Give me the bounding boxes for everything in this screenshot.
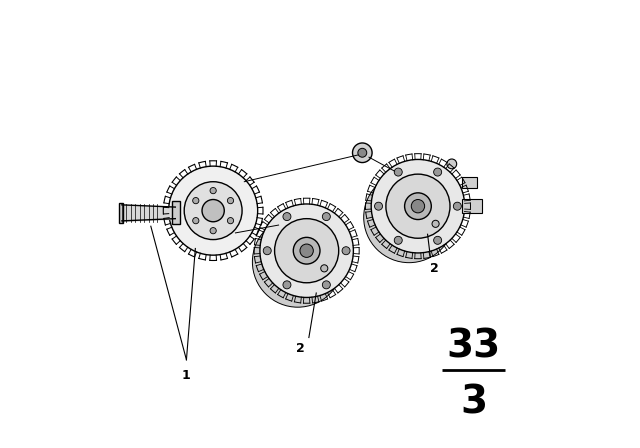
Circle shape <box>252 216 343 307</box>
Circle shape <box>202 199 224 222</box>
Circle shape <box>193 198 199 204</box>
Circle shape <box>275 219 339 283</box>
Bar <box>461 199 482 213</box>
Circle shape <box>386 174 450 238</box>
Circle shape <box>447 159 457 169</box>
Circle shape <box>260 204 353 297</box>
Circle shape <box>227 198 234 204</box>
Text: 1: 1 <box>182 369 191 382</box>
Text: 2: 2 <box>296 342 305 355</box>
Circle shape <box>323 281 330 289</box>
Circle shape <box>394 168 403 176</box>
Circle shape <box>283 213 291 220</box>
Circle shape <box>353 143 372 163</box>
Circle shape <box>283 281 291 289</box>
Bar <box>172 201 180 224</box>
Circle shape <box>394 236 403 244</box>
Bar <box>119 203 124 223</box>
Circle shape <box>453 202 461 210</box>
Circle shape <box>210 228 216 234</box>
Text: 2: 2 <box>431 262 439 275</box>
Circle shape <box>434 236 442 244</box>
Circle shape <box>432 220 439 228</box>
Circle shape <box>358 148 367 157</box>
Circle shape <box>404 193 431 220</box>
Circle shape <box>342 247 350 255</box>
Circle shape <box>293 237 320 264</box>
Circle shape <box>300 244 314 258</box>
Circle shape <box>263 247 271 255</box>
Circle shape <box>434 168 442 176</box>
Circle shape <box>364 172 454 263</box>
Circle shape <box>227 218 234 224</box>
Circle shape <box>371 159 465 253</box>
Circle shape <box>323 213 330 220</box>
Circle shape <box>193 218 199 224</box>
Text: 33: 33 <box>447 327 500 366</box>
Circle shape <box>412 199 424 213</box>
Circle shape <box>321 265 328 272</box>
Circle shape <box>168 166 258 255</box>
Circle shape <box>210 188 216 194</box>
Circle shape <box>184 182 242 240</box>
Text: 3: 3 <box>460 383 487 421</box>
Bar <box>461 177 477 188</box>
Circle shape <box>374 202 383 210</box>
